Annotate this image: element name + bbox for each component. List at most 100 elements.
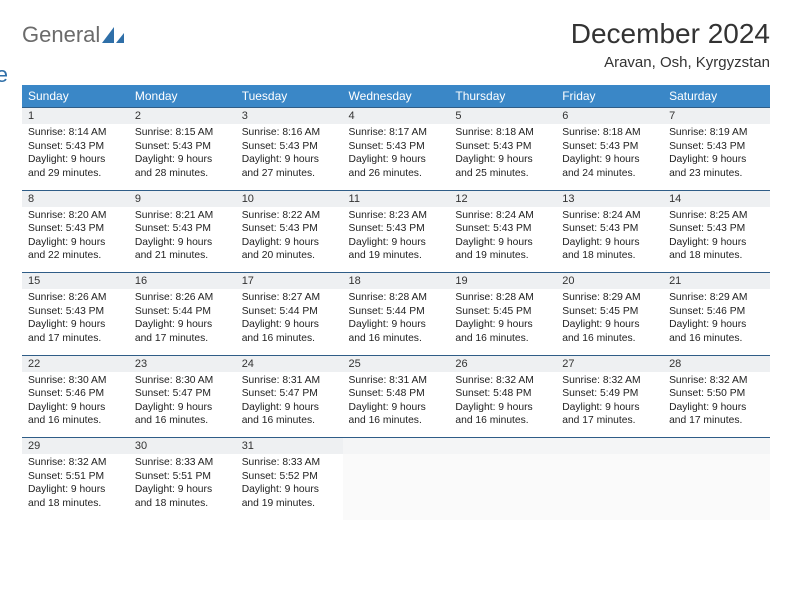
day-number-cell: 28: [663, 355, 770, 372]
day-body-row: Sunrise: 8:20 AMSunset: 5:43 PMDaylight:…: [22, 207, 770, 273]
day-body-cell: Sunrise: 8:20 AMSunset: 5:43 PMDaylight:…: [22, 207, 129, 273]
day-number-cell: 5: [449, 108, 556, 125]
day-number-cell: 4: [343, 108, 450, 125]
day-number-cell: [663, 438, 770, 455]
day-number-cell: 16: [129, 273, 236, 290]
daylight-text: Daylight: 9 hours and 18 minutes.: [28, 484, 105, 509]
day-body-cell: Sunrise: 8:23 AMSunset: 5:43 PMDaylight:…: [343, 207, 450, 273]
day-number-cell: 7: [663, 108, 770, 125]
day-body-cell: Sunrise: 8:28 AMSunset: 5:44 PMDaylight:…: [343, 289, 450, 355]
day-body-cell: Sunrise: 8:31 AMSunset: 5:48 PMDaylight:…: [343, 372, 450, 438]
day-number-cell: 11: [343, 190, 450, 207]
brand-logo: General Blue: [22, 24, 126, 68]
day-body-cell: [663, 454, 770, 520]
day-body-row: Sunrise: 8:32 AMSunset: 5:51 PMDaylight:…: [22, 454, 770, 520]
daylight-text: Daylight: 9 hours and 29 minutes.: [28, 154, 105, 179]
sunset-text: Sunset: 5:43 PM: [135, 223, 211, 234]
sunset-text: Sunset: 5:43 PM: [28, 223, 104, 234]
sunset-text: Sunset: 5:44 PM: [242, 306, 318, 317]
day-body-cell: Sunrise: 8:21 AMSunset: 5:43 PMDaylight:…: [129, 207, 236, 273]
sunset-text: Sunset: 5:45 PM: [562, 306, 638, 317]
day-body-cell: [556, 454, 663, 520]
month-title: December 2024: [571, 18, 770, 50]
weekday-header: Thursday: [449, 85, 556, 108]
day-number-cell: 19: [449, 273, 556, 290]
day-body-cell: Sunrise: 8:29 AMSunset: 5:46 PMDaylight:…: [663, 289, 770, 355]
daylight-text: Daylight: 9 hours and 21 minutes.: [135, 237, 212, 262]
day-body-cell: Sunrise: 8:32 AMSunset: 5:48 PMDaylight:…: [449, 372, 556, 438]
day-body-row: Sunrise: 8:14 AM Sunset: 5:43 PM Daylight:…: [22, 124, 770, 190]
sunrise-text: Sunrise: 8:26 AM: [28, 292, 106, 303]
brand-text-blue: Blue: [0, 64, 68, 86]
sunset-text: Sunset: 5:49 PM: [562, 388, 638, 399]
day-number-cell: 2: [129, 108, 236, 125]
daylight-text: Daylight: 9 hours and 16 minutes.: [28, 402, 105, 427]
sunrise-text: Sunrise: 8:18 AM: [455, 127, 533, 138]
day-body-cell: Sunrise: 8:33 AMSunset: 5:51 PMDaylight:…: [129, 454, 236, 520]
sunrise-text: Sunrise: 8:24 AM: [562, 210, 640, 221]
sunset-text: Sunset: 5:47 PM: [135, 388, 211, 399]
day-number-cell: 8: [22, 190, 129, 207]
day-number-row: 15161718192021: [22, 273, 770, 290]
day-body-cell: Sunrise: 8:33 AMSunset: 5:52 PMDaylight:…: [236, 454, 343, 520]
sunset-text: Sunset: 5:43 PM: [242, 141, 318, 152]
day-number-cell: 9: [129, 190, 236, 207]
sunrise-text: Sunrise: 8:25 AM: [669, 210, 747, 221]
day-body-cell: Sunrise: 8:31 AMSunset: 5:47 PMDaylight:…: [236, 372, 343, 438]
daylight-text: Daylight: 9 hours and 17 minutes.: [135, 319, 212, 344]
day-body-row: Sunrise: 8:30 AMSunset: 5:46 PMDaylight:…: [22, 372, 770, 438]
day-number-cell: 31: [236, 438, 343, 455]
daylight-text: Daylight: 9 hours and 18 minutes.: [135, 484, 212, 509]
sail-icon: [100, 25, 126, 45]
day-body-cell: Sunrise: 8:15 AMSunset: 5:43 PMDaylight:…: [129, 124, 236, 190]
day-body-cell: Sunrise: 8:32 AMSunset: 5:50 PMDaylight:…: [663, 372, 770, 438]
sunset-text: Sunset: 5:43 PM: [28, 306, 104, 317]
day-number-cell: 14: [663, 190, 770, 207]
day-body-cell: Sunrise: 8:24 AMSunset: 5:43 PMDaylight:…: [449, 207, 556, 273]
sunset-text: Sunset: 5:43 PM: [455, 141, 531, 152]
day-body-cell: Sunrise: 8:30 AMSunset: 5:46 PMDaylight:…: [22, 372, 129, 438]
day-body-cell: [343, 454, 450, 520]
day-body-cell: Sunrise: 8:26 AMSunset: 5:44 PMDaylight:…: [129, 289, 236, 355]
sunrise-text: Sunrise: 8:14 AM: [28, 127, 106, 138]
sunrise-text: Sunrise: 8:32 AM: [562, 375, 640, 386]
sunset-text: Sunset: 5:44 PM: [135, 306, 211, 317]
day-number-cell: 30: [129, 438, 236, 455]
day-body-cell: Sunrise: 8:18 AMSunset: 5:43 PMDaylight:…: [556, 124, 663, 190]
day-number-cell: 20: [556, 273, 663, 290]
day-body-cell: Sunrise: 8:16 AM Sunset: 5:43 PM Daylight:…: [236, 124, 343, 190]
day-number-cell: 18: [343, 273, 450, 290]
day-body-cell: Sunrise: 8:18 AMSunset: 5:43 PMDaylight:…: [449, 124, 556, 190]
day-number-cell: [556, 438, 663, 455]
sunrise-text: Sunrise: 8:28 AM: [455, 292, 533, 303]
sunrise-text: Sunrise: 8:31 AM: [242, 375, 320, 386]
calendar-table: Sunday Monday Tuesday Wednesday Thursday…: [22, 85, 770, 520]
day-body-cell: Sunrise: 8:32 AMSunset: 5:51 PMDaylight:…: [22, 454, 129, 520]
sunset-text: Sunset: 5:43 PM: [562, 141, 638, 152]
sunrise-text: Sunrise: 8:16 AM: [242, 127, 320, 138]
day-number-cell: 23: [129, 355, 236, 372]
daylight-text: Daylight: 9 hours and 27 minutes.: [242, 154, 319, 179]
sunset-text: Sunset: 5:48 PM: [349, 388, 425, 399]
day-number-row: 22232425262728: [22, 355, 770, 372]
day-body-cell: Sunrise: 8:17 AMSunset: 5:43 PMDaylight:…: [343, 124, 450, 190]
daylight-text: Daylight: 9 hours and 16 minutes.: [242, 319, 319, 344]
sunrise-text: Sunrise: 8:33 AM: [135, 457, 213, 468]
weekday-header: Wednesday: [343, 85, 450, 108]
sunset-text: Sunset: 5:52 PM: [242, 471, 318, 482]
daylight-text: Daylight: 9 hours and 26 minutes.: [349, 154, 426, 179]
title-block: December 2024 Aravan, Osh, Kyrgyzstan: [571, 18, 770, 71]
sunrise-text: Sunrise: 8:32 AM: [669, 375, 747, 386]
header: General Blue December 2024 Aravan, Osh, …: [22, 18, 770, 71]
daylight-text: Daylight: 9 hours and 16 minutes.: [242, 402, 319, 427]
day-body-cell: Sunrise: 8:29 AMSunset: 5:45 PMDaylight:…: [556, 289, 663, 355]
sunset-text: Sunset: 5:46 PM: [28, 388, 104, 399]
day-number-cell: 25: [343, 355, 450, 372]
daylight-text: Daylight: 9 hours and 17 minutes.: [562, 402, 639, 427]
sunset-text: Sunset: 5:45 PM: [455, 306, 531, 317]
day-number-cell: 29: [22, 438, 129, 455]
day-body-cell: Sunrise: 8:28 AMSunset: 5:45 PMDaylight:…: [449, 289, 556, 355]
sunset-text: Sunset: 5:46 PM: [669, 306, 745, 317]
sunrise-text: Sunrise: 8:28 AM: [349, 292, 427, 303]
sunset-text: Sunset: 5:44 PM: [349, 306, 425, 317]
